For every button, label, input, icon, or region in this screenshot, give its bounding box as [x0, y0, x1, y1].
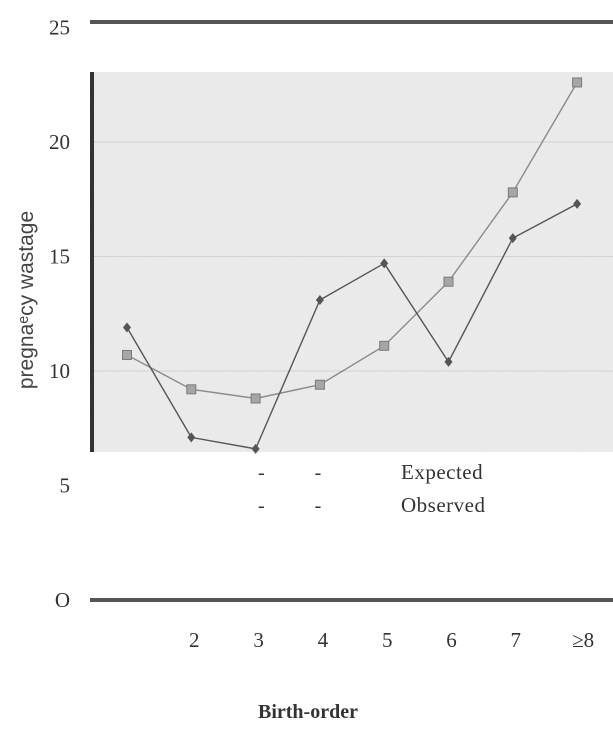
series-line-observed [126, 203, 578, 450]
x-tick-label: 4 [318, 628, 329, 652]
legend-item-expected: - - Expected [258, 460, 483, 484]
data-point-expected [507, 187, 518, 198]
legend-item-observed: - - Observed [258, 493, 485, 517]
x-tick-label: 7 [511, 628, 522, 652]
series-expected [122, 77, 583, 404]
legend: - - Expected - - Observed [258, 460, 485, 517]
y-tick-label: O [55, 588, 70, 612]
y-axis-ticks: O 5 10 15 20 25 [49, 16, 70, 613]
x-axis-ticks: 2 3 4 5 6 7 ≥8 [189, 628, 594, 652]
data-point-observed [315, 295, 324, 306]
data-point-observed [573, 198, 582, 209]
series-observed [123, 198, 582, 454]
x-tick-label: 2 [189, 628, 200, 652]
x-tick-label: 5 [382, 628, 393, 652]
y-tick-label: 20 [49, 130, 70, 154]
legend-dashes: - - [258, 462, 321, 484]
y-tick-label: 10 [49, 359, 70, 383]
data-point-expected [122, 349, 132, 360]
series-group [122, 77, 583, 454]
data-point-expected [572, 77, 583, 88]
x-axis-label: Birth-order [258, 701, 358, 723]
data-point-observed [187, 432, 196, 443]
y-tick-label: 25 [49, 16, 70, 40]
data-point-expected [186, 384, 197, 395]
legend-label: Observed [401, 493, 485, 517]
data-point-expected [314, 379, 325, 390]
data-point-observed [123, 322, 131, 333]
data-point-observed [508, 233, 517, 244]
data-point-observed [380, 258, 389, 269]
gridlines [92, 141, 613, 372]
x-tick-label: 6 [446, 628, 457, 652]
legend-label: Expected [401, 460, 483, 484]
x-tick-label: ≥8 [572, 628, 594, 652]
data-point-expected [250, 393, 261, 404]
y-axis-label: pregnaᵉcy wastage [15, 211, 38, 389]
data-point-expected [379, 340, 390, 351]
data-point-observed [251, 443, 260, 454]
data-point-expected [443, 276, 454, 287]
y-tick-label: 15 [49, 245, 70, 269]
y-tick-label: 5 [60, 474, 71, 498]
legend-dashes: - - [258, 495, 321, 517]
data-point-observed [444, 356, 453, 367]
plot-area-texture [92, 72, 613, 452]
x-tick-label: 3 [253, 628, 264, 652]
series-line-expected [126, 82, 578, 400]
